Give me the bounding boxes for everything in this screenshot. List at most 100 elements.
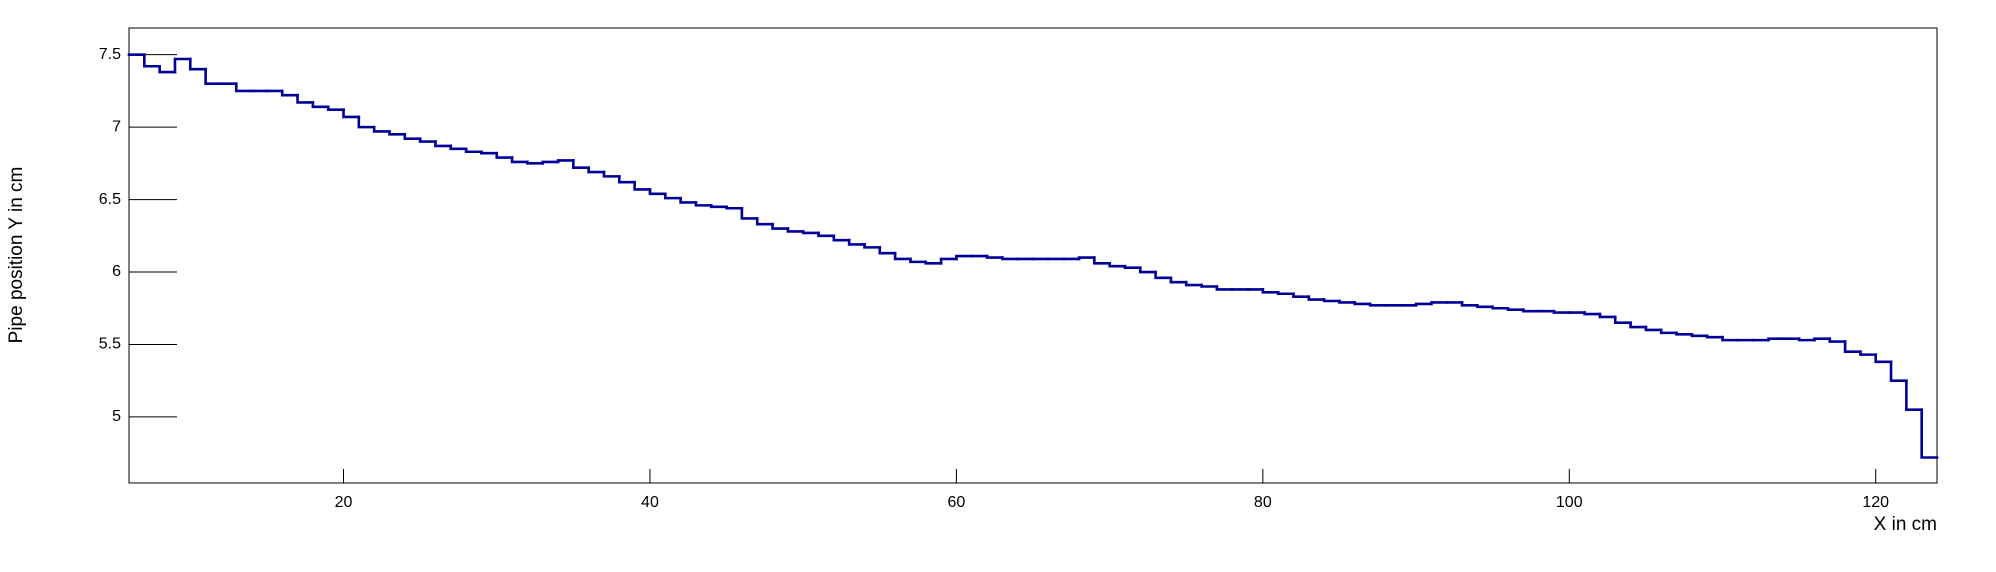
histogram-step xyxy=(342,108,361,119)
histogram-step xyxy=(1307,295,1326,301)
histogram-step xyxy=(388,130,407,136)
histogram-step xyxy=(955,254,974,261)
histogram-step xyxy=(1460,301,1479,307)
histogram-step xyxy=(1491,305,1510,310)
x-tick-label: 20 xyxy=(335,494,353,511)
histogram-step xyxy=(863,243,882,249)
histogram-step xyxy=(204,67,223,85)
histogram-step xyxy=(786,227,805,233)
histogram-step xyxy=(1368,302,1387,307)
histogram-step xyxy=(556,159,575,164)
histogram-step xyxy=(449,144,468,151)
histogram-step xyxy=(1292,292,1311,298)
histogram-step xyxy=(1690,333,1709,338)
histogram-step xyxy=(633,180,652,191)
histogram-step xyxy=(311,101,330,109)
histogram-step xyxy=(1629,321,1648,329)
histogram-step xyxy=(1874,353,1893,364)
histogram-step xyxy=(1108,262,1127,268)
histogram-step xyxy=(541,160,560,165)
histogram-step xyxy=(158,64,177,74)
histogram-step xyxy=(1613,315,1632,325)
histogram-step xyxy=(740,206,759,220)
histogram-step xyxy=(1797,337,1816,342)
histogram-step xyxy=(1200,283,1219,288)
histogram-step xyxy=(1828,337,1847,343)
histogram-step xyxy=(357,115,376,129)
histogram-step xyxy=(280,89,299,97)
histogram-step xyxy=(1721,335,1740,342)
histogram-step xyxy=(1813,337,1832,342)
histogram-step xyxy=(1430,301,1448,306)
y-tick-label: 5.5 xyxy=(99,336,121,353)
histogram-step xyxy=(663,192,682,200)
histogram-step xyxy=(618,175,636,184)
histogram-step xyxy=(909,257,928,264)
histogram-step xyxy=(188,57,207,71)
histogram-step xyxy=(847,238,866,246)
y-tick-label: 5 xyxy=(112,408,121,425)
histogram-step xyxy=(1092,256,1111,265)
histogram-step xyxy=(1353,301,1372,306)
histogram-step xyxy=(326,105,345,112)
histogram-step xyxy=(924,260,943,265)
histogram-step xyxy=(143,53,161,68)
histogram-step xyxy=(1506,306,1525,311)
histogram-step xyxy=(572,159,590,169)
histogram-step xyxy=(1843,340,1862,354)
histogram-step xyxy=(1659,328,1678,335)
histogram-step xyxy=(434,140,453,148)
histogram-step xyxy=(1154,270,1173,280)
x-tick-label: 80 xyxy=(1254,494,1272,511)
histogram-step xyxy=(1276,291,1295,296)
histogram-step xyxy=(1583,311,1602,316)
histogram-step xyxy=(771,222,790,230)
histogram-step xyxy=(1169,276,1188,284)
histogram-step xyxy=(878,246,897,255)
histogram-step xyxy=(648,188,667,196)
histogram-step xyxy=(1675,331,1694,336)
histogram-step xyxy=(1077,256,1096,261)
histogram-step xyxy=(1261,288,1280,294)
histogram-step xyxy=(755,217,774,226)
histogram-step xyxy=(1476,304,1494,309)
y-axis-title: Pipe position Y in cm xyxy=(6,167,27,344)
y-tick-label: 6 xyxy=(112,263,121,280)
histogram-step xyxy=(1215,285,1234,291)
histogram-step xyxy=(1598,312,1617,319)
histogram-step xyxy=(679,196,698,204)
histogram-step xyxy=(709,204,728,209)
histogram-step xyxy=(495,151,514,159)
histogram-step xyxy=(1905,379,1923,411)
y-tick-label: 6.5 xyxy=(99,191,121,208)
histogram-step xyxy=(1322,298,1341,303)
histogram-step xyxy=(526,160,544,165)
histogram-step xyxy=(1920,408,1939,459)
histogram-step xyxy=(464,147,483,154)
histogram-step xyxy=(985,254,1004,259)
histogram-step xyxy=(1859,350,1878,356)
histogram-step xyxy=(480,150,499,155)
histogram-step xyxy=(1889,360,1908,382)
y-tick-label: 7.5 xyxy=(99,46,121,63)
histogram-step xyxy=(418,137,437,143)
histogram-step xyxy=(1705,334,1724,339)
histogram-step xyxy=(1414,302,1433,307)
histogram-step xyxy=(893,251,912,261)
x-tick-label: 60 xyxy=(947,494,965,511)
histogram-step xyxy=(234,82,253,93)
plot-frame xyxy=(128,27,1938,484)
histogram-step xyxy=(1338,299,1357,304)
x-tick-label: 40 xyxy=(641,494,659,511)
histogram-step xyxy=(1522,308,1540,313)
histogram-step xyxy=(372,125,391,133)
x-tick-label: 120 xyxy=(1862,494,1889,511)
histogram-step xyxy=(694,201,713,207)
histogram-step xyxy=(510,156,529,164)
histogram-step xyxy=(1644,325,1663,332)
x-axis-title: X in cm xyxy=(1874,514,1937,535)
histogram-step xyxy=(1001,256,1019,261)
histogram-step xyxy=(1552,309,1571,314)
histogram-step xyxy=(801,230,820,235)
